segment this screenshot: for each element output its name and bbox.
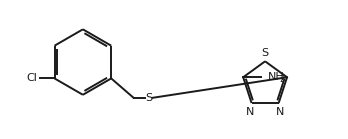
- Text: S: S: [145, 93, 153, 103]
- Text: Cl: Cl: [26, 73, 37, 83]
- Text: 2: 2: [279, 75, 284, 84]
- Text: N: N: [246, 107, 254, 117]
- Text: N: N: [276, 107, 284, 117]
- Text: NH: NH: [268, 72, 284, 82]
- Text: S: S: [262, 48, 269, 58]
